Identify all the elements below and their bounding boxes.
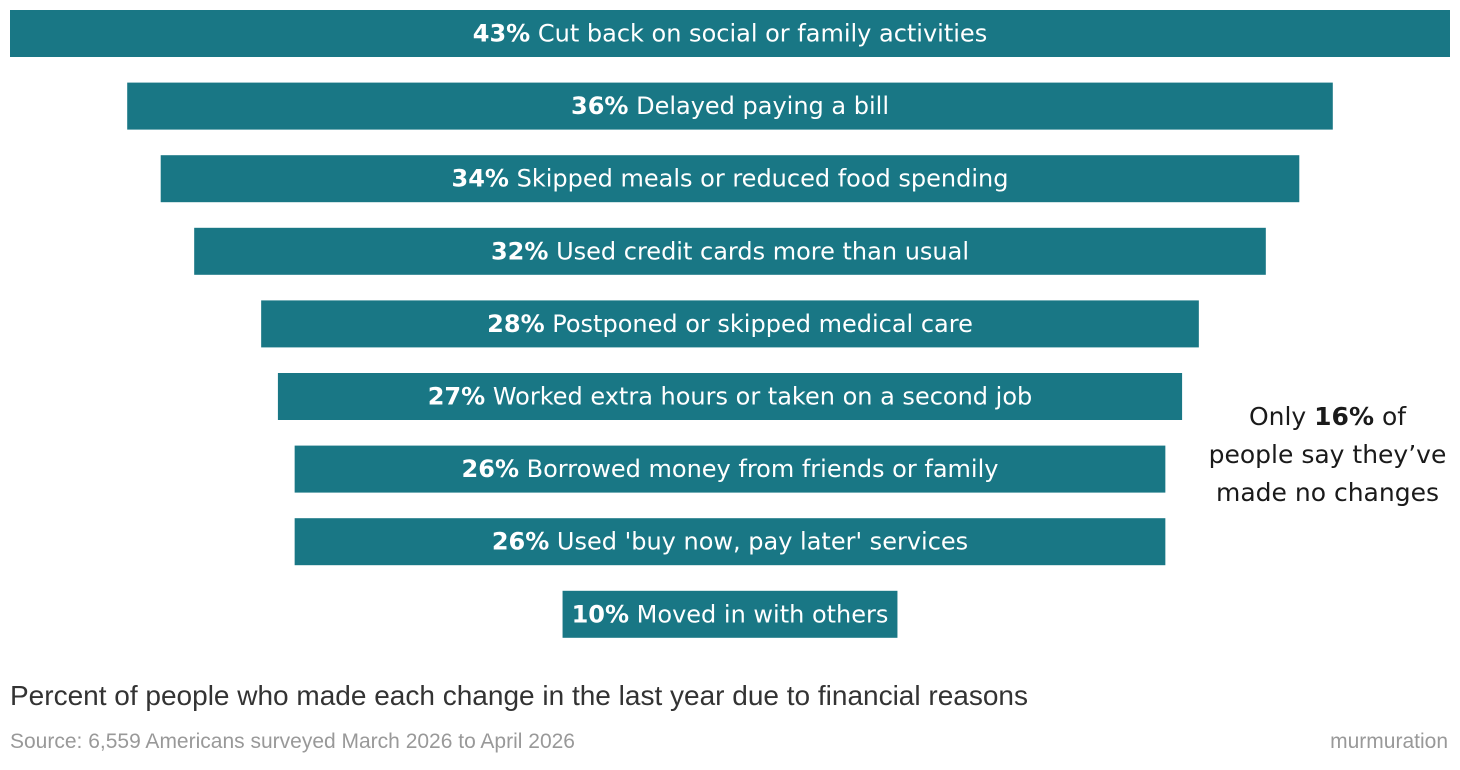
bar-label-4: 32% Used credit cards more than usual [491,237,969,265]
bar-category-label: Used credit cards more than usual [548,237,969,265]
bar-label-2: 36% Delayed paying a bill [571,92,889,120]
bar-label-8: 26% Used 'buy now, pay later' services [492,528,968,556]
funnel-bar-chart: 43% Cut back on social or family activit… [10,10,1450,638]
callout-highlight: 16% [1314,402,1374,431]
bar-label-6: 27% Worked extra hours or taken on a sec… [428,383,1033,411]
chart-source: Source: 6,559 Americans surveyed March 2… [10,730,575,753]
bar-category-label: Skipped meals or reduced food spending [509,165,1008,193]
bar-label-5: 28% Postponed or skipped medical care [487,310,973,338]
bar-4 [194,227,1266,275]
bar-8 [294,518,1166,566]
bar-category-label: Used 'buy now, pay later' services [549,528,968,556]
bar-category-label: Moved in with others [629,600,888,628]
bar-5 [261,300,1199,348]
bar-value-label: 32% [491,237,548,265]
bar-label-9: 10% Moved in with others [572,600,889,628]
bar-value-label: 34% [452,165,509,193]
chart-caption: Percent of people who made each change i… [10,680,1028,711]
bar-label-3: 34% Skipped meals or reduced food spendi… [452,165,1009,193]
no-changes-callout: Only 16% of people say they’ve made no c… [1205,398,1450,512]
bar-category-label: Postponed or skipped medical care [545,310,973,338]
bar-value-label: 28% [487,310,544,338]
bar-value-label: 36% [571,92,628,120]
bar-value-label: 43% [473,20,530,48]
bar-label-1: 43% Cut back on social or family activit… [473,20,987,48]
bar-value-label: 26% [462,455,519,483]
bar-2 [127,82,1333,130]
brand-logo-text: murmuration [1330,730,1448,753]
bar-category-label: Worked extra hours or taken on a second … [485,383,1032,411]
bar-value-label: 26% [492,528,549,556]
bar-category-label: Cut back on social or family activities [530,20,987,48]
bar-9 [562,590,898,638]
bar-label-7: 26% Borrowed money from friends or famil… [462,455,999,483]
bar-1 [10,10,1450,57]
bar-value-label: 27% [428,383,485,411]
callout-suffix: of people say they’ve made no changes [1208,402,1447,507]
bar-category-label: Borrowed money from friends or family [519,455,998,483]
bar-7 [294,445,1166,493]
bar-value-label: 10% [572,600,629,628]
bar-6 [277,373,1183,420]
callout-prefix: Only [1248,402,1315,431]
bar-3 [160,155,1300,203]
bar-category-label: Delayed paying a bill [628,92,889,120]
